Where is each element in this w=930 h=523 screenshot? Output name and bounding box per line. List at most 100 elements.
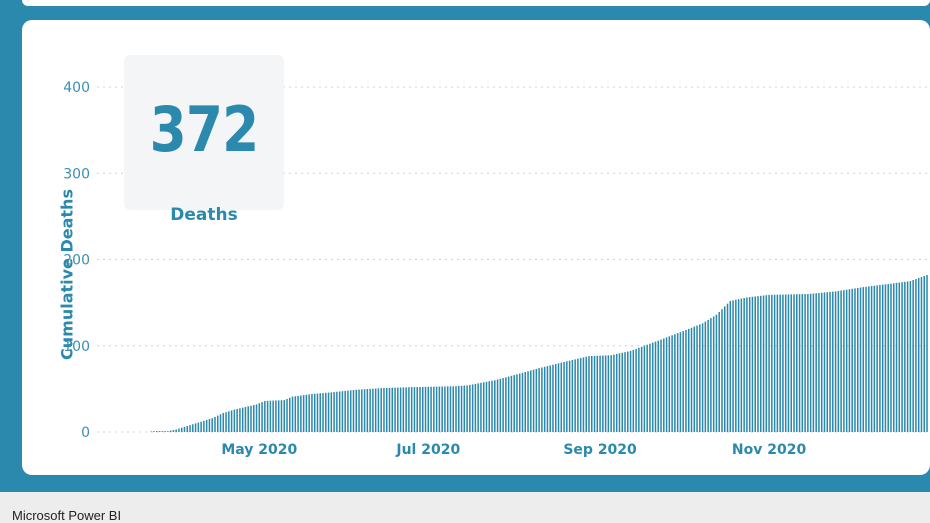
bar xyxy=(732,300,734,432)
bar xyxy=(438,386,441,432)
bar xyxy=(771,294,773,432)
bar xyxy=(604,355,607,432)
bar xyxy=(815,293,817,432)
bar xyxy=(668,336,671,432)
bar xyxy=(552,364,554,432)
bar xyxy=(233,409,236,432)
bar xyxy=(505,377,507,432)
bar xyxy=(358,389,360,432)
bar xyxy=(704,321,707,432)
kpi-label: Deaths xyxy=(170,205,238,225)
bar xyxy=(912,280,914,432)
bar xyxy=(682,331,684,432)
bar xyxy=(186,425,189,432)
bar xyxy=(765,295,768,432)
bar xyxy=(909,281,912,432)
bar xyxy=(613,354,615,432)
bar xyxy=(635,348,637,432)
bar xyxy=(161,431,164,432)
bar xyxy=(275,400,277,432)
bar xyxy=(228,411,230,432)
bar xyxy=(178,428,180,432)
bar xyxy=(901,282,903,432)
bar xyxy=(164,431,166,432)
bar xyxy=(435,386,438,432)
footer-brand: Microsoft Power BI xyxy=(12,508,122,523)
bar xyxy=(524,372,527,432)
bar xyxy=(568,360,571,432)
bar xyxy=(793,294,795,432)
bar xyxy=(535,368,538,432)
bar xyxy=(762,295,765,432)
bar xyxy=(854,288,856,432)
bar xyxy=(313,393,316,432)
bar xyxy=(582,357,585,432)
bar xyxy=(743,298,745,432)
bar xyxy=(549,365,551,432)
bar xyxy=(499,378,502,432)
bar xyxy=(491,380,493,432)
bar xyxy=(884,284,887,432)
bar xyxy=(566,361,568,432)
bar xyxy=(219,414,222,432)
bar xyxy=(261,402,263,432)
bar xyxy=(153,431,155,432)
bar xyxy=(834,291,837,432)
bar xyxy=(624,352,626,432)
bar xyxy=(657,340,660,432)
bar xyxy=(372,388,374,432)
bar xyxy=(169,430,172,432)
bar xyxy=(591,355,593,432)
bar xyxy=(643,345,646,432)
bar xyxy=(391,387,394,432)
bar xyxy=(710,318,712,432)
bar xyxy=(502,378,504,432)
bar xyxy=(416,387,418,432)
bar xyxy=(474,383,477,432)
bar xyxy=(651,342,654,432)
bar xyxy=(158,431,161,432)
bar xyxy=(818,292,820,432)
bar xyxy=(865,286,867,432)
bar xyxy=(413,387,416,432)
bar xyxy=(596,355,599,432)
bar xyxy=(627,351,629,432)
bar xyxy=(244,406,247,432)
bar xyxy=(654,341,657,432)
bar xyxy=(319,393,322,432)
bar xyxy=(192,424,194,432)
bar xyxy=(513,375,515,432)
bar xyxy=(820,292,823,432)
bar xyxy=(843,290,845,432)
bar xyxy=(607,355,610,432)
bar xyxy=(239,408,241,432)
bar xyxy=(363,389,366,432)
bar xyxy=(735,299,737,432)
bar xyxy=(405,387,407,432)
bar xyxy=(746,297,748,432)
bar xyxy=(336,391,338,432)
bar xyxy=(349,390,352,432)
x-tick-label: May 2020 xyxy=(221,442,297,458)
bar xyxy=(344,390,346,432)
bar xyxy=(266,400,269,432)
bar xyxy=(341,391,344,432)
bar xyxy=(898,282,901,432)
bar xyxy=(300,395,302,432)
bar xyxy=(205,419,208,432)
y-tick-label: 100 xyxy=(63,339,90,355)
bar xyxy=(197,422,200,432)
bar xyxy=(618,353,621,432)
bar xyxy=(455,386,457,432)
bar xyxy=(305,394,308,432)
bar xyxy=(665,337,668,432)
x-tick-label: Jul 2020 xyxy=(395,442,460,458)
bar xyxy=(848,289,851,432)
bar xyxy=(530,370,532,432)
bar xyxy=(272,400,274,432)
bar xyxy=(482,382,485,432)
bar xyxy=(915,279,917,432)
bar xyxy=(150,431,153,432)
bar xyxy=(247,406,249,432)
bar xyxy=(250,405,252,432)
